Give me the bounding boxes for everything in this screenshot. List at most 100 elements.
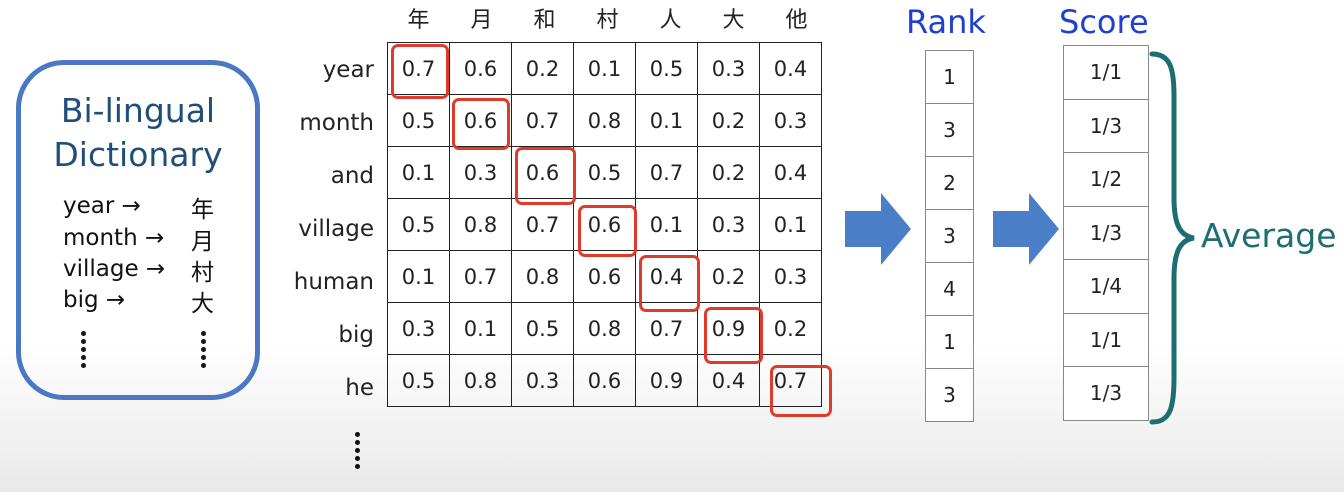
matrix-row-label: and xyxy=(330,163,374,189)
rank-title: Rank xyxy=(906,3,986,41)
matrix-row-label: human xyxy=(293,269,374,295)
matrix-cell: 0.5 xyxy=(387,354,450,407)
average-label: Average xyxy=(1201,216,1337,255)
matrix-column-header: 人 xyxy=(659,8,682,33)
matrix-row: 0.5 0.6 0.7 0.8 0.1 0.2 0.3 xyxy=(387,94,822,147)
rank-cell: 1 xyxy=(925,50,974,104)
rank-cell: 3 xyxy=(925,209,974,263)
matrix-cell: 0.3 xyxy=(449,146,512,199)
matrix-column-header: 月 xyxy=(470,8,493,33)
score-cell: 1/1 xyxy=(1063,312,1149,367)
matrix-column-header: 大 xyxy=(722,8,745,33)
right-arrow-icon xyxy=(993,193,1059,265)
matrix-cell: 0.5 xyxy=(387,198,450,251)
matrix-row: 0.1 0.7 0.8 0.6 0.4 0.2 0.3 xyxy=(387,250,822,303)
bilingual-dictionary-box: Bi-lingual Dictionary year → 年 month → 月… xyxy=(16,60,260,400)
score-column: 1/1 1/3 1/2 1/3 1/4 1/1 1/3 xyxy=(1063,45,1149,421)
ellipsis-vertical-icon xyxy=(81,331,87,371)
matrix-cell: 0.2 xyxy=(697,146,760,199)
matrix-cell: 0.6 xyxy=(449,42,512,95)
matrix-column-header: 他 xyxy=(785,8,808,33)
score-cell: 1/3 xyxy=(1063,205,1149,260)
matrix-row: 0.7 0.6 0.2 0.1 0.5 0.3 0.4 xyxy=(387,42,822,95)
matrix-cell: 0.4 xyxy=(635,250,698,303)
matrix-cell: 0.9 xyxy=(697,302,760,355)
score-cell: 1/3 xyxy=(1063,366,1149,421)
dict-entry-ja: 月 xyxy=(191,229,214,255)
score-title: Score xyxy=(1059,3,1149,41)
matrix-cell: 0.3 xyxy=(759,250,822,303)
dictionary-title-line2: Dictionary xyxy=(53,135,223,174)
score-cell: 1/1 xyxy=(1063,45,1149,100)
ellipsis-vertical-icon xyxy=(355,432,361,472)
matrix-cell: 0.6 xyxy=(511,146,574,199)
matrix-cell: 0.7 xyxy=(635,302,698,355)
rank-cell: 2 xyxy=(925,156,974,210)
matrix-cell: 0.3 xyxy=(759,94,822,147)
matrix-column-header: 村 xyxy=(596,8,619,33)
rank-column: 1 3 2 3 4 1 3 xyxy=(925,50,974,422)
matrix-row: 0.5 0.8 0.7 0.6 0.1 0.3 0.1 xyxy=(387,198,822,251)
right-arrow-icon xyxy=(845,193,911,265)
rank-cell: 3 xyxy=(925,103,974,157)
dict-entry-en: village → xyxy=(63,256,166,282)
score-cell: 1/2 xyxy=(1063,152,1149,207)
matrix-cell: 0.9 xyxy=(635,354,698,407)
matrix-cell: 0.2 xyxy=(511,42,574,95)
rank-cell: 4 xyxy=(925,262,974,316)
matrix-cell: 0.2 xyxy=(759,302,822,355)
matrix-cell: 0.8 xyxy=(449,198,512,251)
matrix-cell: 0.6 xyxy=(573,198,636,251)
matrix-cell: 0.8 xyxy=(573,94,636,147)
matrix-cell: 0.1 xyxy=(449,302,512,355)
matrix-cell: 0.3 xyxy=(697,42,760,95)
matrix-cell: 0.1 xyxy=(635,198,698,251)
dict-entry-ja: 村 xyxy=(191,260,214,286)
matrix-row-label: big xyxy=(338,322,374,348)
matrix-cell: 0.6 xyxy=(573,250,636,303)
similarity-matrix: 0.7 0.6 0.2 0.1 0.5 0.3 0.4 0.5 0.6 0.7 … xyxy=(387,42,822,407)
matrix-cell: 0.6 xyxy=(573,354,636,407)
matrix-column-header: 年 xyxy=(407,8,430,33)
matrix-cell: 0.4 xyxy=(697,354,760,407)
dictionary-title: Bi-lingual Dictionary xyxy=(21,89,255,177)
matrix-row: 0.3 0.1 0.5 0.8 0.7 0.9 0.2 xyxy=(387,302,822,355)
matrix-row: 0.5 0.8 0.3 0.6 0.9 0.4 0.7 xyxy=(387,354,822,407)
matrix-cell: 0.8 xyxy=(573,302,636,355)
matrix-cell: 0.1 xyxy=(635,94,698,147)
matrix-cell: 0.1 xyxy=(387,146,450,199)
matrix-cell: 0.3 xyxy=(697,198,760,251)
matrix-cell: 0.7 xyxy=(635,146,698,199)
matrix-cell: 0.6 xyxy=(449,94,512,147)
score-cell: 1/3 xyxy=(1063,98,1149,153)
dict-entry-ja: 大 xyxy=(191,291,214,317)
matrix-cell: 0.1 xyxy=(573,42,636,95)
matrix-cell: 0.7 xyxy=(759,354,822,407)
matrix-row-label: he xyxy=(345,375,374,401)
matrix-cell: 0.2 xyxy=(697,94,760,147)
dict-entry-en: big → xyxy=(63,287,126,313)
matrix-cell: 0.7 xyxy=(387,42,450,95)
matrix-cell: 0.8 xyxy=(449,354,512,407)
matrix-cell: 0.7 xyxy=(511,94,574,147)
matrix-cell: 0.2 xyxy=(697,250,760,303)
dictionary-title-line1: Bi-lingual xyxy=(60,91,216,130)
matrix-cell: 0.8 xyxy=(511,250,574,303)
dict-entry-en: month → xyxy=(63,225,165,251)
matrix-row-label: year xyxy=(322,57,374,83)
matrix-cell: 0.5 xyxy=(511,302,574,355)
dict-entry-ja: 年 xyxy=(191,197,214,223)
matrix-cell: 0.4 xyxy=(759,42,822,95)
rank-cell: 1 xyxy=(925,315,974,369)
matrix-cell: 0.1 xyxy=(387,250,450,303)
ellipsis-vertical-icon xyxy=(201,331,207,371)
matrix-cell: 0.5 xyxy=(387,94,450,147)
matrix-cell: 0.3 xyxy=(387,302,450,355)
right-curly-brace-icon xyxy=(1149,51,1195,425)
rank-cell: 3 xyxy=(925,368,974,422)
matrix-cell: 0.1 xyxy=(759,198,822,251)
matrix-cell: 0.4 xyxy=(759,146,822,199)
matrix-cell: 0.5 xyxy=(635,42,698,95)
matrix-row: 0.1 0.3 0.6 0.5 0.7 0.2 0.4 xyxy=(387,146,822,199)
matrix-cell: 0.7 xyxy=(511,198,574,251)
